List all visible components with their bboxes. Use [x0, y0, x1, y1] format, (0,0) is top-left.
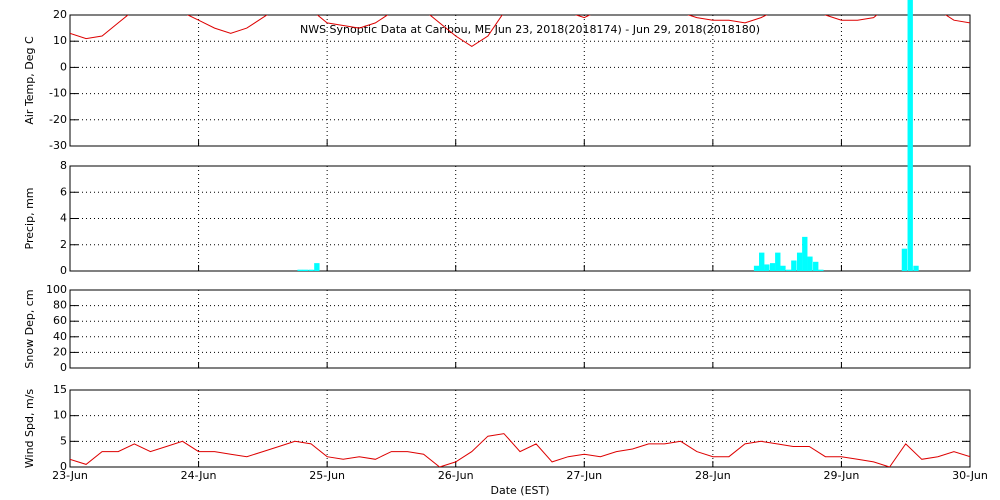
y-axis-label: Snow Dep, cm: [23, 289, 36, 368]
y-tick-label: -20: [49, 113, 67, 126]
y-tick-label: 80: [53, 299, 67, 312]
y-tick-label: -10: [49, 87, 67, 100]
bar: [759, 252, 765, 271]
y-tick-label: 15: [53, 383, 67, 396]
plot-frame: [69, 165, 971, 272]
y-tick-label: 100: [46, 283, 67, 296]
y-tick-label: 10: [53, 409, 67, 422]
bar: [907, 0, 913, 271]
x-tick-label: 23-Jun: [52, 469, 88, 482]
bar: [913, 265, 919, 271]
bar: [796, 252, 803, 271]
bar: [818, 269, 824, 271]
x-tick-label: 26-Jun: [438, 469, 474, 482]
data-line: [70, 433, 970, 467]
y-tick-label: -30: [49, 139, 67, 152]
bar: [297, 269, 303, 271]
y-tick-label: 0: [60, 460, 67, 473]
data-line: [70, 15, 970, 47]
y-axis-label: Wind Spd, m/s: [23, 389, 36, 469]
bar: [802, 236, 808, 271]
bar: [807, 256, 813, 271]
y-tick-label: 8: [60, 159, 67, 172]
y-tick-label: 4: [60, 212, 67, 225]
y-tick-label: 5: [60, 434, 67, 447]
bar: [780, 265, 786, 271]
plot-frame: [69, 289, 971, 369]
panel: -30 -20 -10 0 10 20 Air Temp, Deg C NWS Synopti…: [23, 8, 971, 152]
x-tick-label: 24-Jun: [181, 469, 217, 482]
bar: [791, 260, 797, 271]
panel: 0 20 40 60 80 100 Snow Dep, cm: [23, 283, 971, 374]
y-tick-label: 6: [60, 185, 67, 198]
y-tick-label: 0: [60, 264, 67, 277]
chart-title: NWS Synoptic Data at Caribou, ME Jun 23,…: [300, 23, 760, 36]
bar: [764, 264, 770, 271]
y-axis-label: Air Temp, Deg C: [23, 36, 36, 125]
bar: [786, 269, 792, 271]
bar: [813, 261, 819, 271]
bar: [314, 263, 320, 271]
bar: [901, 248, 908, 271]
y-tick-label: 20: [53, 345, 67, 358]
y-tick-label: 40: [53, 330, 67, 343]
y-tick-label: 10: [53, 34, 67, 47]
plot-frame: [69, 14, 971, 147]
bar: [308, 269, 314, 271]
x-tick-label: 28-Jun: [695, 469, 731, 482]
y-tick-label: 2: [60, 238, 67, 251]
panel: 0 2 4 6 8 Precip, mm: [23, 0, 971, 277]
panel: 0 5 10 15 23-Jun 24-Jun 25-Jun 26-Jun 27-Jun 28-J…: [23, 383, 988, 497]
y-tick-label: 0: [60, 60, 67, 73]
y-axis-label: Precip, mm: [23, 188, 36, 250]
bar: [753, 265, 760, 271]
plot-frame: [69, 389, 971, 468]
x-tick-label: 29-Jun: [824, 469, 860, 482]
bar: [775, 252, 781, 271]
bar: [302, 269, 308, 271]
x-tick-label: 27-Jun: [566, 469, 602, 482]
y-tick-label: 20: [53, 8, 67, 21]
x-axis-label: Date (EST): [490, 484, 549, 497]
bar: [769, 263, 776, 271]
y-tick-label: 0: [60, 361, 67, 374]
x-tick-label: 25-Jun: [309, 469, 345, 482]
y-tick-label: 60: [53, 314, 67, 327]
x-tick-label: 30-Jun: [952, 469, 988, 482]
